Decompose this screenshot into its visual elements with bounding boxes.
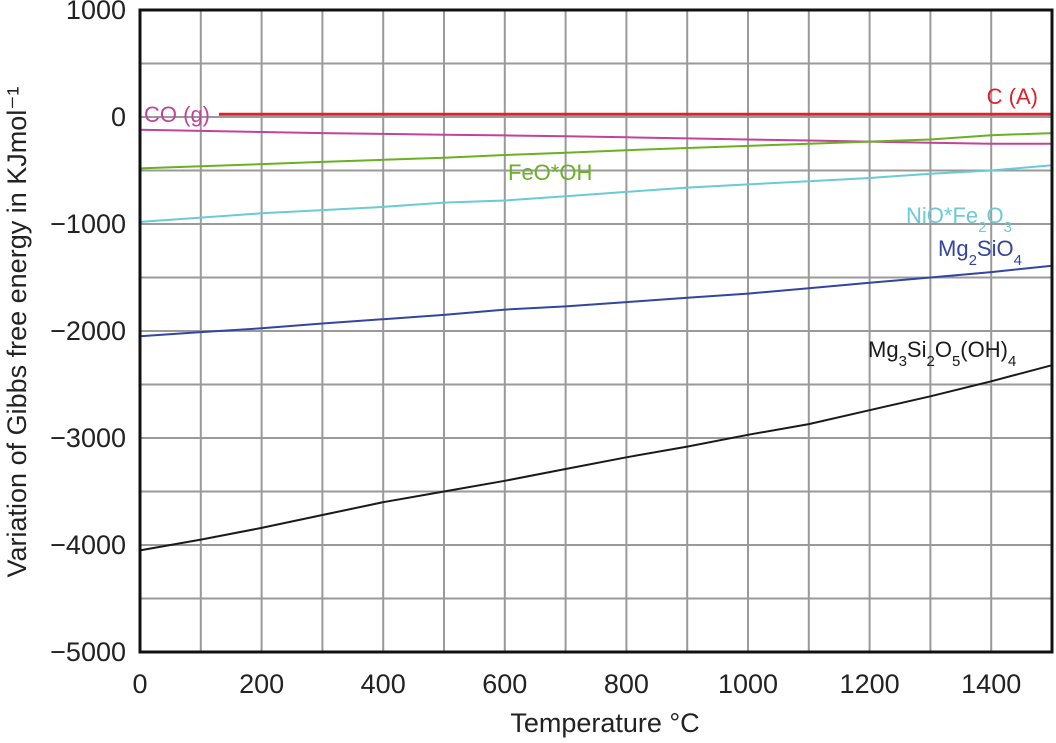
x-tick-label: 1000 [718, 669, 778, 699]
y-tick-label: 0 [111, 102, 126, 132]
plot-frame [138, 8, 1054, 654]
y-tick-label: −3000 [50, 423, 126, 453]
y-tick-label: −5000 [50, 637, 126, 667]
x-tick-label: 0 [132, 669, 147, 699]
y-tick-label: −4000 [50, 530, 126, 560]
series-label: CO (g) [144, 102, 210, 127]
x-tick-label: 400 [361, 669, 406, 699]
y-axis-title: Variation of Gibbs free energy in KJmol⁻… [2, 87, 32, 578]
series-label: Mg2SiO4 [938, 236, 1022, 269]
series-lines [139, 112, 1053, 552]
series-label: FeO*OH [508, 160, 592, 185]
series-line [139, 364, 1053, 552]
y-tick-label: 1000 [66, 0, 126, 25]
y-tick-label: −2000 [50, 316, 126, 346]
series-line [139, 164, 1053, 223]
x-tick-label: 1200 [840, 669, 900, 699]
plot-border [138, 8, 1054, 654]
y-tick-label: −1000 [50, 209, 126, 239]
series-label: Mg3Si2O5(OH)4 [868, 337, 1016, 370]
series-line [139, 264, 1053, 338]
series-label: C (A) [987, 84, 1038, 109]
x-tick-label: 200 [239, 669, 284, 699]
x-tick-label: 1400 [961, 669, 1021, 699]
tick-labels: 0 200 400 600 800 1000 1200 1400 1000 0 −1000 −2000… [50, 0, 1021, 699]
x-axis-title: Temperature °C [510, 708, 699, 738]
series-line [139, 132, 1053, 170]
series-line [139, 128, 1052, 145]
grid-lines [140, 10, 1052, 652]
x-tick-label: 800 [604, 669, 649, 699]
series-label: NiO*Fe2O3 [906, 203, 1012, 236]
x-tick-label: 600 [482, 669, 527, 699]
